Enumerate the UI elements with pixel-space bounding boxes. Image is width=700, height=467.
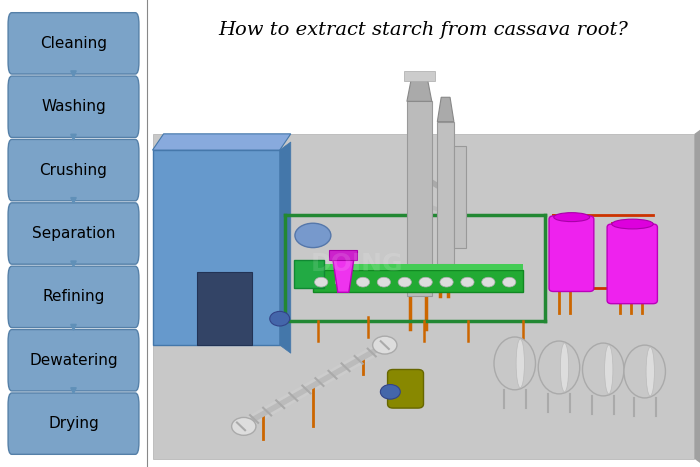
Circle shape — [372, 336, 397, 354]
FancyBboxPatch shape — [407, 101, 432, 297]
Ellipse shape — [538, 341, 580, 394]
Polygon shape — [407, 73, 432, 101]
FancyBboxPatch shape — [404, 71, 435, 81]
Polygon shape — [438, 97, 454, 121]
Polygon shape — [153, 134, 290, 150]
FancyBboxPatch shape — [313, 270, 523, 292]
Text: Refining: Refining — [42, 290, 105, 304]
FancyBboxPatch shape — [454, 146, 466, 248]
Circle shape — [314, 277, 328, 287]
Circle shape — [398, 277, 412, 287]
Ellipse shape — [554, 212, 589, 222]
FancyBboxPatch shape — [8, 266, 139, 327]
Circle shape — [232, 417, 256, 435]
Ellipse shape — [605, 345, 613, 394]
Ellipse shape — [494, 337, 536, 390]
FancyBboxPatch shape — [549, 216, 594, 291]
Polygon shape — [332, 256, 354, 292]
Text: Drying: Drying — [48, 416, 99, 431]
FancyBboxPatch shape — [8, 140, 139, 201]
Polygon shape — [280, 142, 290, 353]
Ellipse shape — [612, 219, 653, 229]
Circle shape — [356, 277, 370, 287]
FancyBboxPatch shape — [388, 369, 423, 408]
FancyBboxPatch shape — [293, 260, 324, 288]
Circle shape — [270, 311, 290, 326]
Circle shape — [482, 277, 495, 287]
FancyBboxPatch shape — [197, 272, 252, 345]
Text: Cleaning: Cleaning — [40, 36, 107, 51]
Circle shape — [461, 277, 474, 287]
Polygon shape — [153, 134, 694, 459]
FancyBboxPatch shape — [438, 121, 454, 264]
Ellipse shape — [561, 343, 568, 392]
Circle shape — [440, 277, 453, 287]
Circle shape — [419, 277, 433, 287]
Circle shape — [335, 277, 349, 287]
Text: Separation: Separation — [32, 226, 116, 241]
Polygon shape — [153, 150, 280, 345]
Text: How to extract starch from cassava root?: How to extract starch from cassava root? — [218, 21, 629, 39]
Ellipse shape — [624, 345, 666, 398]
FancyBboxPatch shape — [607, 224, 657, 304]
FancyBboxPatch shape — [330, 250, 357, 260]
Circle shape — [380, 384, 400, 399]
FancyBboxPatch shape — [8, 330, 139, 391]
FancyBboxPatch shape — [8, 76, 139, 137]
FancyBboxPatch shape — [8, 203, 139, 264]
Ellipse shape — [295, 223, 331, 248]
FancyBboxPatch shape — [8, 13, 139, 74]
Polygon shape — [694, 130, 700, 463]
Text: Dewatering: Dewatering — [29, 353, 118, 368]
Ellipse shape — [646, 347, 654, 396]
Text: Crushing: Crushing — [40, 163, 107, 177]
Ellipse shape — [582, 343, 624, 396]
Circle shape — [377, 277, 391, 287]
Text: Washing: Washing — [41, 99, 106, 114]
Circle shape — [503, 277, 516, 287]
Ellipse shape — [516, 339, 524, 388]
FancyBboxPatch shape — [313, 264, 523, 270]
Text: DOING: DOING — [311, 252, 403, 276]
FancyBboxPatch shape — [8, 393, 139, 454]
